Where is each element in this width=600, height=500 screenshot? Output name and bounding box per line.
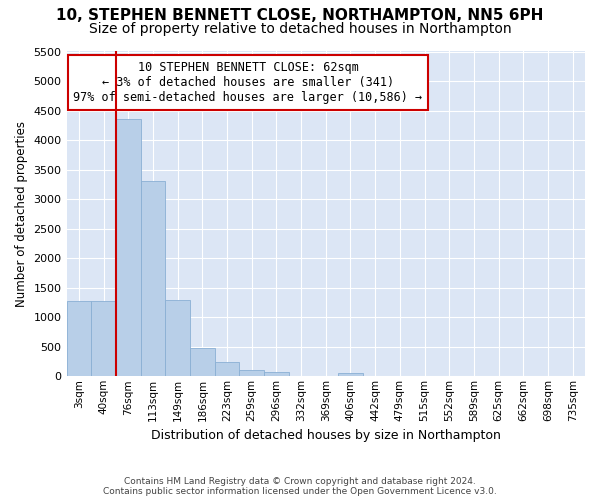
- X-axis label: Distribution of detached houses by size in Northampton: Distribution of detached houses by size …: [151, 430, 501, 442]
- Text: Size of property relative to detached houses in Northampton: Size of property relative to detached ho…: [89, 22, 511, 36]
- Text: 10 STEPHEN BENNETT CLOSE: 62sqm
← 3% of detached houses are smaller (341)
97% of: 10 STEPHEN BENNETT CLOSE: 62sqm ← 3% of …: [73, 61, 422, 104]
- Bar: [338, 373, 363, 376]
- Bar: [190, 348, 215, 376]
- Bar: [165, 300, 190, 376]
- Text: 10, STEPHEN BENNETT CLOSE, NORTHAMPTON, NN5 6PH: 10, STEPHEN BENNETT CLOSE, NORTHAMPTON, …: [56, 8, 544, 22]
- Bar: [264, 372, 289, 376]
- Bar: [91, 300, 116, 376]
- Text: Contains HM Land Registry data © Crown copyright and database right 2024.
Contai: Contains HM Land Registry data © Crown c…: [103, 476, 497, 496]
- Bar: [116, 120, 140, 376]
- Bar: [67, 300, 91, 376]
- Y-axis label: Number of detached properties: Number of detached properties: [15, 121, 28, 307]
- Bar: [215, 362, 239, 376]
- Bar: [140, 182, 165, 376]
- Bar: [239, 370, 264, 376]
